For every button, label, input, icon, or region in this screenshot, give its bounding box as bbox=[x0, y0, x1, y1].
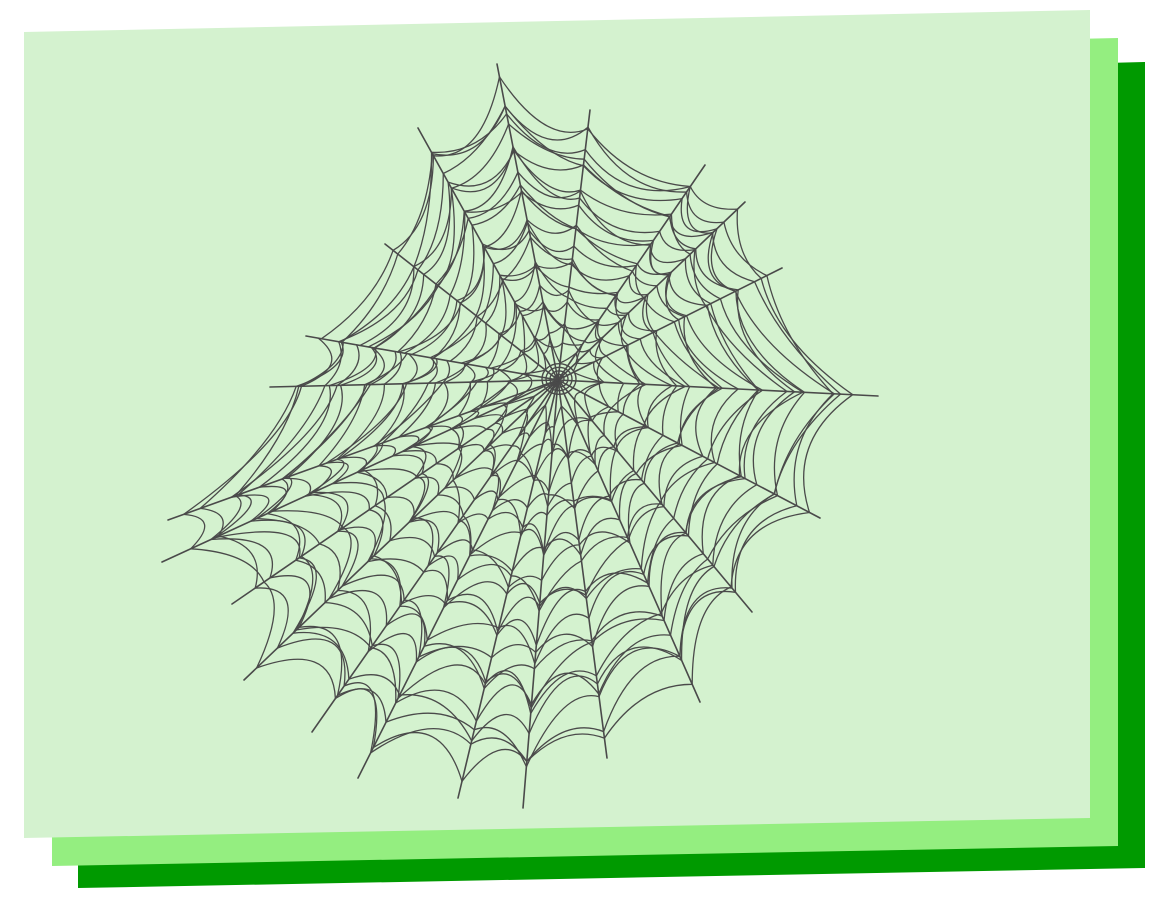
web-spiral-thread bbox=[325, 189, 739, 633]
web-spiral-thread bbox=[271, 146, 788, 690]
web-spiral-thread bbox=[356, 229, 723, 612]
web-radial-thread bbox=[457, 379, 559, 799]
spider-web-icon bbox=[161, 63, 879, 809]
web-spiral-thread bbox=[283, 171, 760, 659]
web-spiral-thread bbox=[414, 261, 673, 537]
web-spiral-thread bbox=[500, 337, 604, 434]
web-spiral-thread bbox=[398, 261, 678, 556]
web-spiral-thread bbox=[457, 301, 641, 508]
web-spiral-thread bbox=[449, 301, 647, 493]
web-radial-thread bbox=[557, 267, 783, 381]
web-spiral-thread bbox=[312, 191, 759, 665]
web-spiral-thread bbox=[255, 148, 804, 709]
web-radial-thread bbox=[557, 379, 608, 759]
web-spiral-thread bbox=[357, 221, 720, 588]
web-spiral-thread bbox=[199, 105, 834, 763]
web-spiral-thread bbox=[214, 105, 835, 742]
web-spiral-thread bbox=[339, 219, 717, 609]
web-hub-ring bbox=[545, 366, 573, 392]
web-hub-ring bbox=[553, 373, 565, 385]
web-spiral-thread bbox=[503, 335, 605, 456]
web-spiral-thread bbox=[230, 123, 806, 722]
web-spiral-thread bbox=[373, 236, 691, 572]
web-spiral-thread bbox=[258, 150, 796, 715]
web-radial-thread bbox=[557, 109, 591, 381]
web-radial-thread bbox=[557, 379, 701, 703]
web-radial-thread bbox=[557, 379, 821, 519]
web-spiral-thread bbox=[469, 303, 625, 482]
web-spiral-thread bbox=[401, 265, 686, 555]
card-front-layer bbox=[24, 10, 1090, 838]
web-spiral-thread bbox=[182, 76, 854, 782]
web-hub-ring bbox=[541, 363, 577, 396]
web-hub-ring bbox=[549, 370, 569, 388]
web-radial-thread bbox=[557, 379, 753, 613]
web-spiral-thread bbox=[304, 184, 764, 647]
web-spiral-thread bbox=[424, 284, 648, 512]
